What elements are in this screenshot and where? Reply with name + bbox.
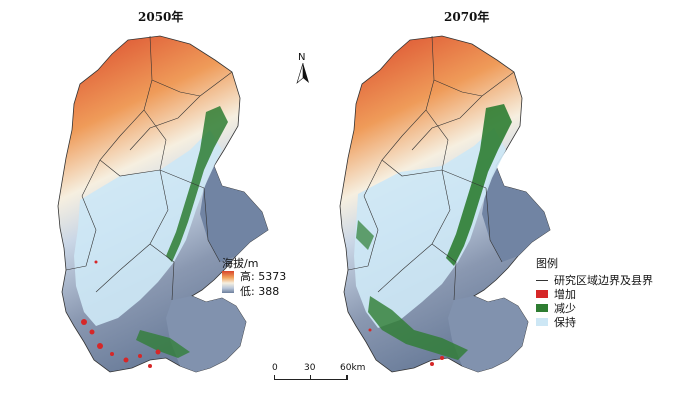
legend-item-keep: 保持	[536, 315, 653, 329]
map-title-2070: 2070年	[444, 10, 490, 24]
map-2070	[339, 35, 551, 373]
legend-item-boundary: 研究区域边界及县界	[536, 273, 653, 287]
legend-item-increase: 增加	[536, 287, 653, 301]
north-arrow-icon	[296, 63, 309, 84]
increase-spots-2050	[81, 260, 161, 368]
elevation-legend: 海拔/m 高: 5373 低: 388	[222, 255, 286, 298]
elevation-color-ramp	[222, 271, 234, 293]
legend-item-decrease: 减少	[536, 301, 653, 315]
legend-title: 图例	[536, 257, 558, 270]
elevation-high-label: 高: 5373	[240, 270, 287, 283]
scale-tick	[274, 375, 275, 380]
increase-spots-2070	[368, 328, 444, 366]
legend-label: 研究区域边界及县界	[554, 274, 653, 287]
north-label: N	[298, 52, 306, 63]
scale-bar: 0 30 60km	[270, 363, 390, 393]
map-title-2050: 2050年	[138, 10, 184, 24]
scale-bar-line	[274, 375, 348, 380]
scale-label-30: 30	[304, 363, 316, 373]
scale-tick	[310, 375, 311, 380]
map-2050	[57, 35, 269, 373]
map-legend: 图例 研究区域边界及县界 增加 减少 保持	[536, 255, 653, 329]
legend-label: 减少	[554, 302, 576, 315]
keep-zone-2070	[354, 128, 506, 328]
scale-tick	[346, 375, 347, 380]
scale-label-60: 60km	[340, 363, 366, 373]
elevation-low-label: 低: 388	[240, 285, 280, 298]
decrease-band-2050	[166, 106, 228, 262]
increase-swatch	[536, 290, 548, 298]
decrease-swatch	[536, 304, 548, 312]
legend-label: 保持	[554, 316, 576, 329]
north-arrow: N	[294, 52, 314, 88]
elevation-legend-title: 海拔/m	[222, 257, 259, 270]
legend-label: 增加	[554, 288, 576, 301]
keep-zone-2050	[74, 130, 222, 326]
boundary-line-icon	[536, 279, 548, 281]
scale-label-0: 0	[272, 363, 278, 373]
keep-swatch	[536, 318, 548, 326]
